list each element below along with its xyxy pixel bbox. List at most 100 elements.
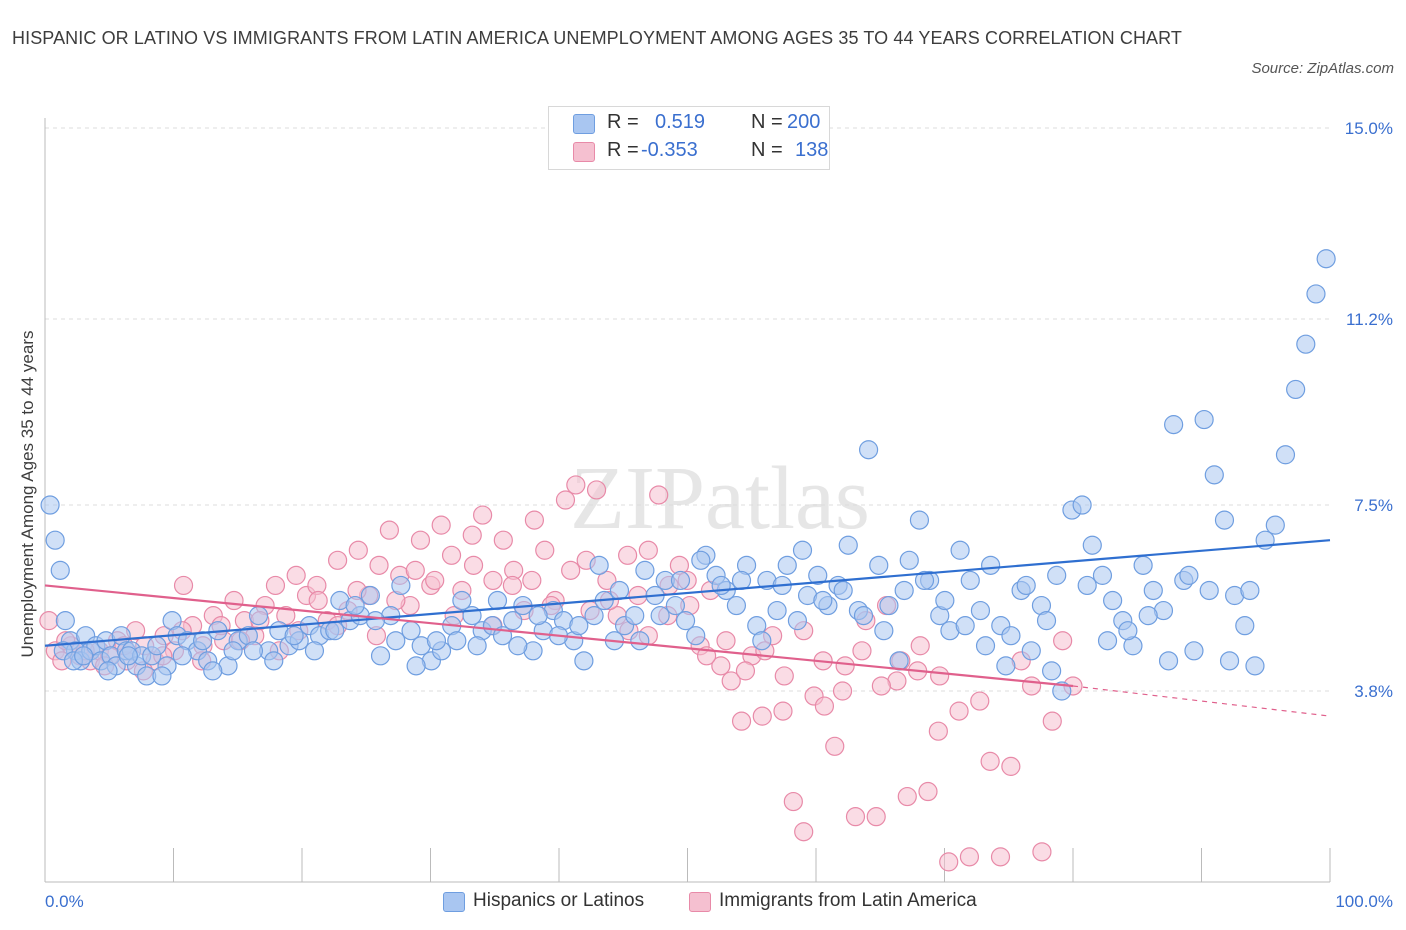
immigrant-point (735, 661, 756, 681)
immigrant-point (348, 540, 368, 560)
hispanic-point (899, 550, 919, 570)
immigrant-point (405, 560, 425, 580)
hispanic-point (1118, 621, 1138, 641)
hispanic-point (223, 641, 243, 661)
immigrant-point (845, 807, 866, 827)
immigrant-point (990, 847, 1011, 867)
correlation-legend: R = 0.519 N = 200 R = -0.353 N = 138 (548, 106, 830, 170)
hispanic-point (914, 570, 935, 591)
immigrant-point (794, 822, 814, 842)
hispanic-point (909, 510, 930, 530)
immigrant-point (731, 711, 752, 731)
hispanic-point (960, 570, 980, 591)
hispanic-point (325, 621, 345, 641)
hispanic-point (152, 666, 172, 686)
hispanic-point (858, 440, 879, 460)
chart-title: HISPANIC OR LATINO VS IMMIGRANTS FROM LA… (12, 28, 1183, 48)
immigrant-point (441, 545, 462, 565)
hispanic-point (1296, 334, 1316, 354)
immigrant-point (832, 681, 853, 701)
hispanic-point (675, 611, 696, 631)
immigrant-point (379, 520, 399, 540)
hispanic-point (1158, 651, 1179, 671)
y-tick-label: 3.8% (1354, 682, 1393, 701)
legend-r-label: R = (607, 111, 639, 133)
hispanic-point (996, 656, 1016, 676)
immigrant-point (711, 656, 731, 676)
immigrant-point (462, 525, 482, 545)
immigrant-point (1032, 842, 1052, 862)
hispanic-point (45, 530, 65, 550)
y-tick-label: 15.0% (1345, 119, 1393, 138)
immigrant-point (566, 475, 586, 495)
hispanic-point (630, 631, 650, 651)
immigrant-point (910, 636, 930, 656)
watermark: ZIPatlas (570, 449, 870, 548)
immigrant-point (814, 696, 835, 716)
hispanic-point (1245, 656, 1265, 676)
hispanic-point (569, 616, 589, 636)
y-tick-label: 7.5% (1354, 496, 1393, 515)
immigrant-point (918, 781, 938, 802)
immigrant-point (980, 751, 1000, 771)
hispanic-point (406, 656, 426, 676)
hispanic-point (808, 565, 828, 585)
hispanic-point (1204, 465, 1224, 485)
immigrant-point (473, 505, 493, 525)
legend-label: Immigrants from Latin America (719, 890, 977, 911)
hispanic-point (447, 631, 467, 651)
hispanic-point (1103, 590, 1123, 611)
immigrant-point (716, 631, 736, 651)
immigrant-point (928, 721, 948, 741)
hispanic-point (243, 641, 264, 661)
series-legend: Hispanics or Latinos Immigrants from Lat… (0, 888, 1406, 916)
immigrant-point (949, 701, 969, 721)
hispanic-point (370, 646, 391, 666)
hispanic-point (894, 580, 914, 601)
hispanic-point (426, 631, 447, 651)
hispanic-point (665, 595, 686, 616)
hispanic-point (787, 611, 808, 631)
hispanic-point (487, 590, 508, 611)
hispanic-point (584, 606, 604, 626)
hispanic-point (1199, 580, 1219, 601)
hispanic-point (1240, 580, 1260, 601)
legend-swatch-pink (689, 892, 711, 912)
immigrant-point (897, 786, 917, 807)
immigrant-point (939, 852, 959, 872)
immigrant-point (328, 550, 348, 570)
immigrant-point (369, 555, 389, 575)
hispanic-point (508, 636, 528, 656)
legend-label: Hispanics or Latinos (473, 890, 645, 911)
hispanic-point (1219, 651, 1240, 671)
hispanic-point (752, 631, 772, 651)
immigrant-point (638, 540, 658, 560)
hispanic-point (1072, 495, 1092, 515)
hispanic-point (172, 646, 192, 666)
hispanic-point (650, 606, 670, 626)
hispanic-point (1097, 631, 1118, 651)
hispanic-point (1092, 565, 1113, 585)
legend-swatch-pink (573, 142, 595, 162)
hispanic-point (1265, 515, 1285, 535)
hispanic-point (1077, 575, 1097, 596)
x-tick-label: 0.0% (45, 892, 84, 911)
hispanic-point (467, 636, 487, 656)
hispanic-point (304, 641, 325, 661)
immigrant-trend-extension (1072, 685, 1331, 717)
hispanic-point (767, 600, 787, 621)
hispanic-point (360, 585, 380, 606)
immigrant-point (410, 530, 431, 550)
legend-n-value: 200 (787, 111, 821, 133)
hispanic-point (975, 636, 996, 656)
immigrant-point (561, 560, 581, 580)
immigrant-point (852, 641, 872, 661)
immigrant-point (1001, 756, 1021, 776)
hispanic-trend-line (44, 539, 1331, 647)
hispanic-point (625, 606, 645, 626)
immigrant-point (431, 515, 451, 535)
hispanic-point (391, 575, 411, 596)
hispanic-point (98, 661, 118, 681)
immigrant-trend-line (44, 584, 1074, 688)
